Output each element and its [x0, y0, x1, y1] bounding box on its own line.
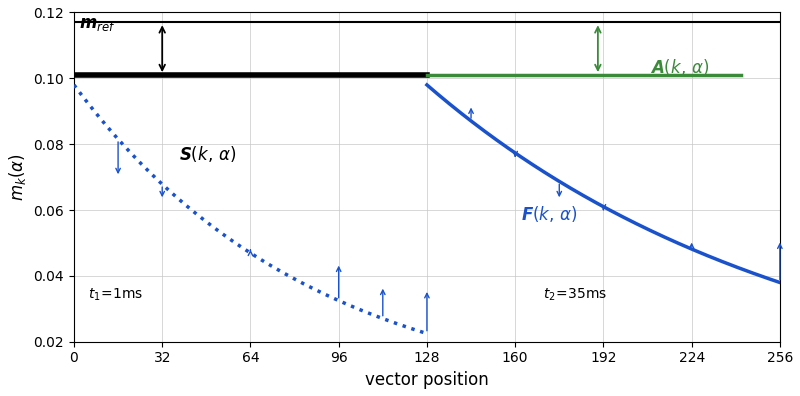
Y-axis label: $m_k(\alpha)$: $m_k(\alpha)$: [7, 153, 28, 201]
Text: $\boldsymbol{S}(k,\,\alpha)$: $\boldsymbol{S}(k,\,\alpha)$: [178, 144, 236, 164]
Text: $\boldsymbol{F}(k,\,\alpha)$: $\boldsymbol{F}(k,\,\alpha)$: [521, 204, 578, 224]
Text: $\boldsymbol{m}_{ref}$: $\boldsymbol{m}_{ref}$: [79, 15, 117, 33]
Text: $\boldsymbol{A}(k,\,\alpha)$: $\boldsymbol{A}(k,\,\alpha)$: [650, 57, 710, 77]
Text: $t_2\!=\!35\mathrm{ms}$: $t_2\!=\!35\mathrm{ms}$: [542, 287, 607, 303]
Text: $t_1\!=\!1\mathrm{ms}$: $t_1\!=\!1\mathrm{ms}$: [88, 287, 143, 303]
X-axis label: vector position: vector position: [365, 371, 489, 389]
